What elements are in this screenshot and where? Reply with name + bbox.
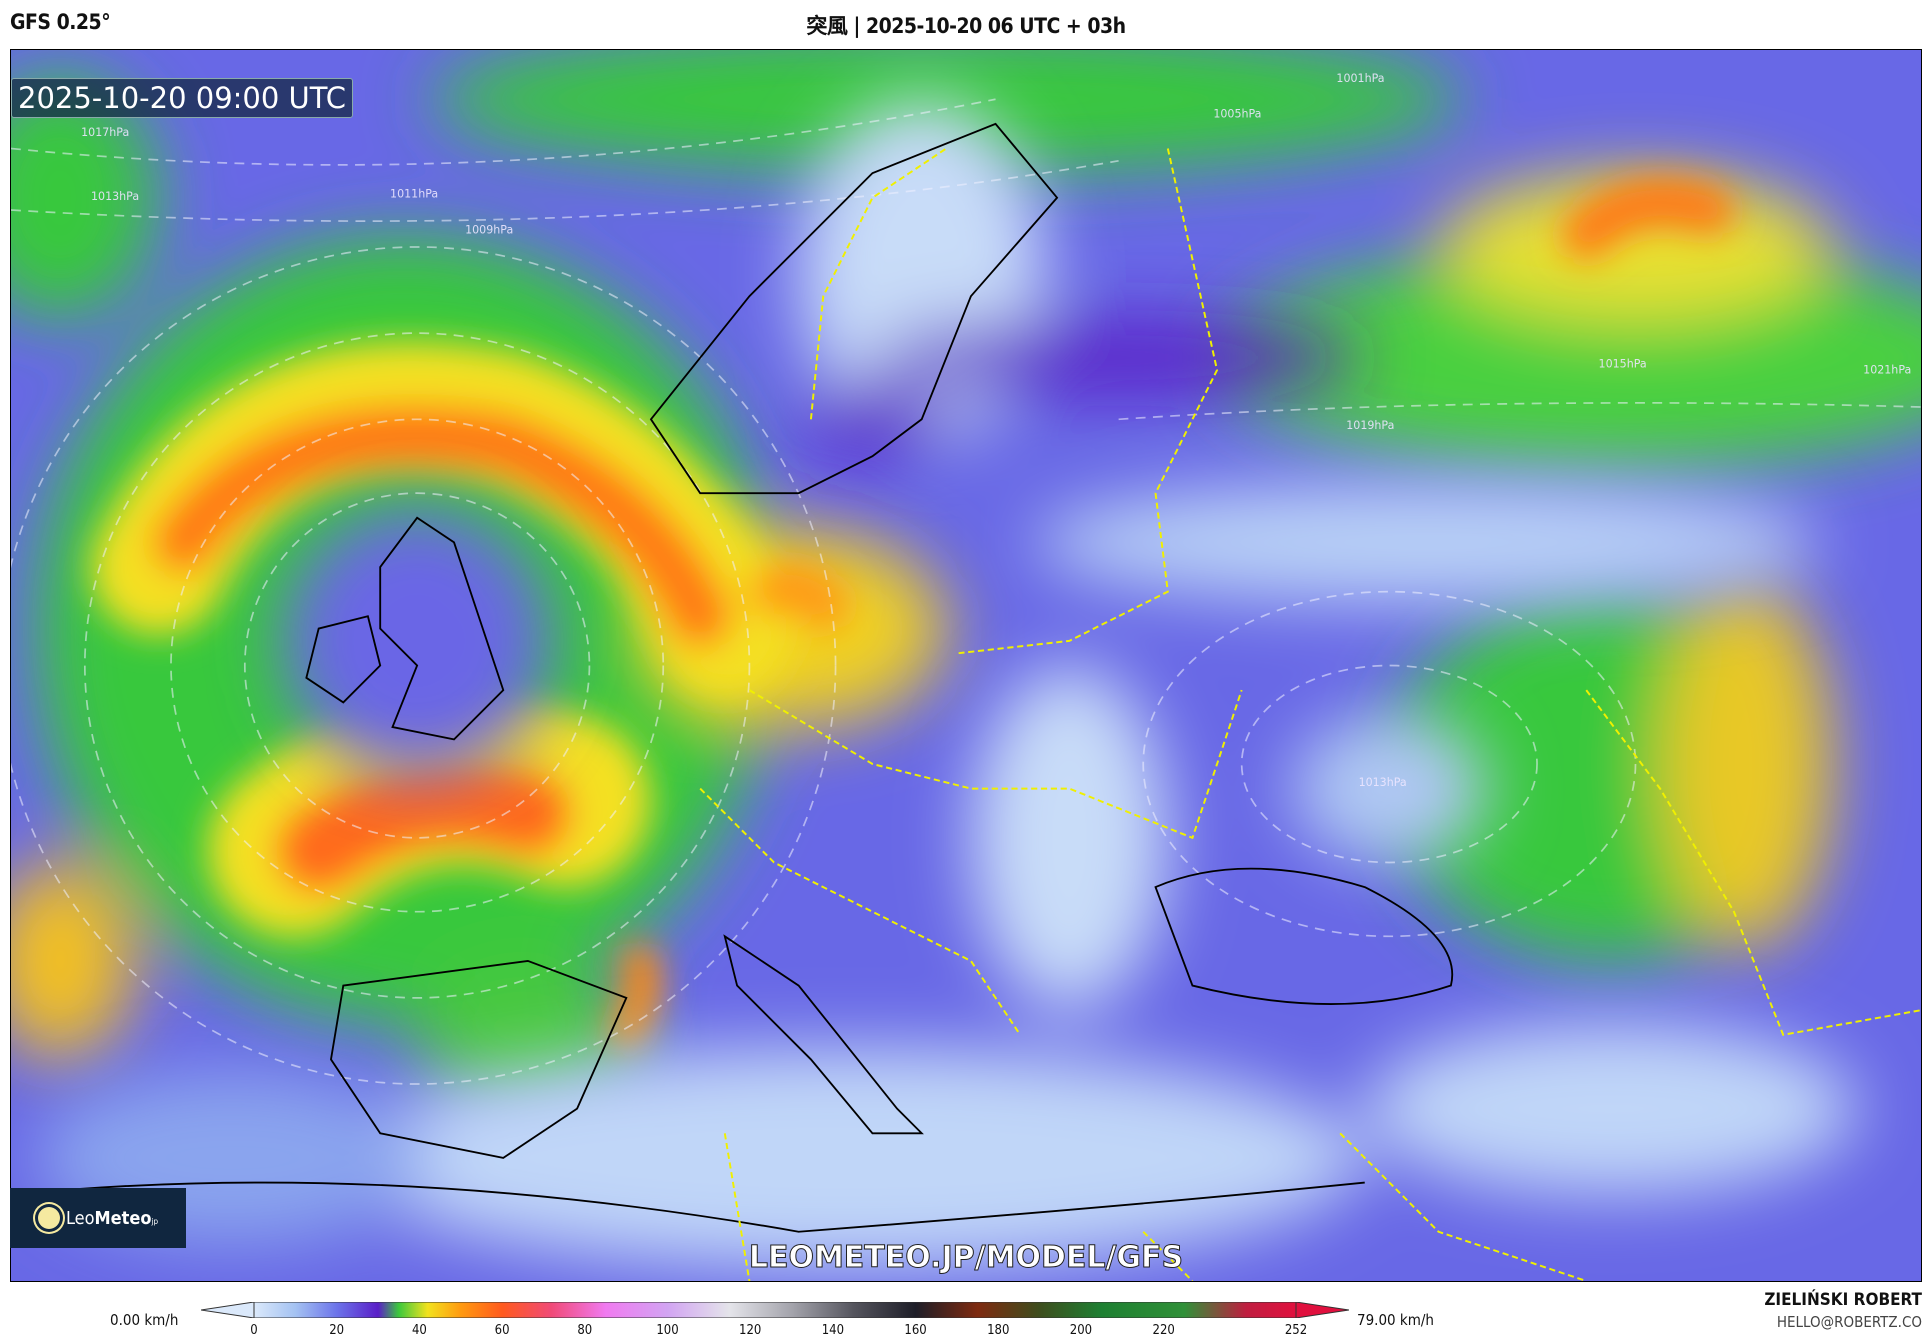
colorbar-max-extend bbox=[1295, 1302, 1349, 1318]
colorbar-tick-label: 220 bbox=[1152, 1323, 1175, 1338]
wind-field: 1017hPa 1013hPa 1011hPa 1009hPa 1005hPa … bbox=[11, 50, 1921, 1281]
colorbar-max-label: 79.00 km/h bbox=[1357, 1311, 1434, 1329]
wind-gust-map: 1017hPa 1013hPa 1011hPa 1009hPa 1005hPa … bbox=[10, 49, 1922, 1282]
isobar-label: 1001hPa bbox=[1336, 72, 1384, 85]
leometeo-logo[interactable]: LeoMeteojp bbox=[10, 1188, 186, 1248]
isobar-label: 1013hPa bbox=[91, 190, 139, 203]
isobar-label: 1019hPa bbox=[1346, 419, 1394, 432]
isobar-label: 1017hPa bbox=[81, 126, 129, 139]
isobar-label: 1015hPa bbox=[1599, 358, 1647, 371]
colorbar-min-extend bbox=[201, 1302, 255, 1318]
colorbar-tick-label: 20 bbox=[329, 1323, 345, 1338]
isobar-label: 1005hPa bbox=[1213, 108, 1261, 121]
colorbar-tick-label: 160 bbox=[904, 1323, 927, 1338]
valid-time-label: 2025-10-20 09:00 UTC bbox=[11, 78, 354, 118]
isobar-label: 1009hPa bbox=[465, 223, 513, 236]
colorbar-tick-label: 252 bbox=[1284, 1323, 1308, 1338]
watermark-url: LEOMETEO.JP/MODEL/GFS bbox=[748, 1240, 1184, 1276]
sun-icon bbox=[37, 1207, 60, 1229]
colorbar-tick-label: 120 bbox=[739, 1323, 762, 1338]
isobar-label: 1013hPa bbox=[1359, 776, 1407, 789]
colorbar-tick-label: 180 bbox=[987, 1323, 1010, 1338]
colorbar-tick-label: 100 bbox=[656, 1323, 679, 1338]
isobar-label: 1011hPa bbox=[390, 188, 438, 201]
colorbar bbox=[201, 1302, 1349, 1318]
colorbar-tick-label: 200 bbox=[1069, 1323, 1093, 1338]
isobar-label: 1021hPa bbox=[1863, 364, 1911, 377]
map-title: 突風 | 2025-10-20 06 UTC + 03h bbox=[806, 14, 1126, 38]
isobar-labels: 1017hPa 1013hPa 1011hPa 1009hPa 1005hPa … bbox=[81, 72, 1911, 789]
colorbar-tick-label: 60 bbox=[494, 1323, 510, 1338]
colorbar-min-label: 0.00 km/h bbox=[110, 1311, 179, 1329]
colorbar-tick-label: 140 bbox=[821, 1323, 845, 1338]
colorbar-tick-label: 80 bbox=[577, 1323, 593, 1338]
colorbar-tick-label: 0 bbox=[250, 1323, 258, 1338]
model-label: GFS 0.25° bbox=[10, 10, 111, 34]
author-name: ZIELIŃSKI ROBERT bbox=[1764, 1290, 1922, 1310]
author-email[interactable]: HELLO@ROBERTZ.CO bbox=[1776, 1313, 1922, 1331]
colorbar-body bbox=[253, 1302, 1297, 1318]
colorbar-tick-label: 40 bbox=[411, 1323, 427, 1338]
logo-text: LeoMeteojp bbox=[65, 1207, 159, 1229]
